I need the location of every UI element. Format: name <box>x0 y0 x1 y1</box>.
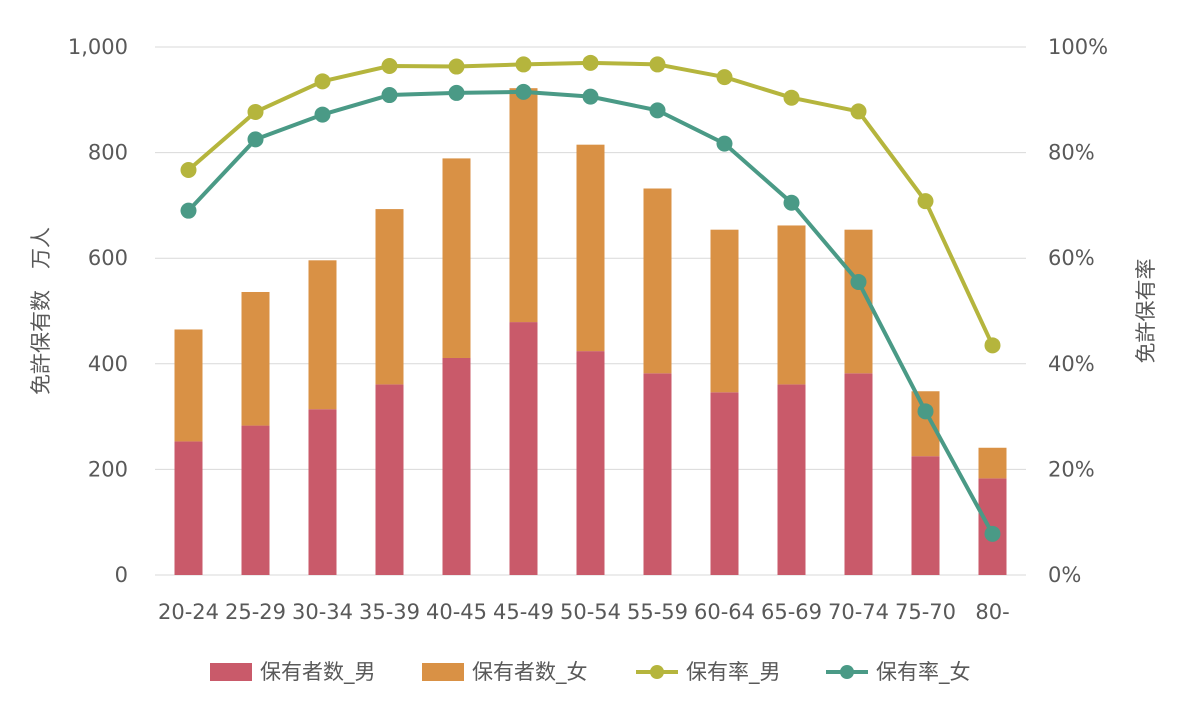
x-tick-label: 70-74 <box>828 600 889 624</box>
line-point <box>582 88 599 105</box>
bar-segment <box>911 391 940 457</box>
line-point <box>917 403 934 420</box>
y2-axis-title: 免許保有率 <box>1134 259 1158 364</box>
x-tick-label: 25-29 <box>225 600 286 624</box>
y2-tick-label: 0% <box>1048 563 1081 587</box>
bar-segment <box>174 441 203 575</box>
x-tick-label: 20-24 <box>158 600 219 624</box>
bar-segment <box>911 456 940 575</box>
legend: 保有者数_男 保有者数_女 保有率_男 保有率_女 <box>210 660 971 685</box>
line-point <box>917 193 934 210</box>
bar-segment <box>643 373 672 575</box>
line-point <box>984 525 1001 542</box>
y2-tick-label: 100% <box>1048 35 1108 59</box>
y2-tick-label: 20% <box>1048 457 1095 481</box>
bar-segment <box>576 144 605 352</box>
x-tick-label: 60-64 <box>694 600 755 624</box>
legend-label: 保有者数_男 <box>260 660 376 685</box>
line-point <box>247 131 264 148</box>
y2-tick-label: 40% <box>1048 352 1095 376</box>
bar-segment <box>509 88 538 323</box>
legend-marker <box>840 665 854 679</box>
line-point <box>180 162 197 179</box>
y2-tick-label: 80% <box>1048 141 1095 165</box>
line-point <box>448 58 465 75</box>
bar-segment <box>308 409 337 575</box>
y-axis-title: 免許保有数 万人 <box>29 227 53 395</box>
bar-segment <box>777 384 806 575</box>
line-point <box>716 69 733 86</box>
x-tick-label: 30-34 <box>292 600 353 624</box>
x-tick-label: 45-49 <box>493 600 554 624</box>
legend-label: 保有者数_女 <box>472 660 588 685</box>
bars <box>174 88 1007 575</box>
line-point <box>984 337 1001 354</box>
legend-label: 保有率_男 <box>686 660 781 685</box>
line-point <box>448 84 465 101</box>
x-tick-label: 40-45 <box>426 600 487 624</box>
line-point <box>850 273 867 290</box>
line-point <box>381 58 398 75</box>
legend-swatch <box>422 663 464 681</box>
legend-swatch <box>210 663 252 681</box>
x-tick-label: 50-54 <box>560 600 621 624</box>
bar-segment <box>643 188 672 374</box>
bar-segment <box>375 209 404 385</box>
y-tick-label: 1,000 <box>68 35 128 59</box>
bar-segment <box>576 351 605 575</box>
x-tick-label: 80- <box>975 600 1009 624</box>
line-point <box>515 83 532 100</box>
bar-segment <box>174 329 203 442</box>
line-point <box>314 106 331 123</box>
y-tick-label: 0 <box>115 563 128 587</box>
x-tick-label: 65-69 <box>761 600 822 624</box>
y-tick-label: 400 <box>88 352 128 376</box>
line-point <box>180 202 197 219</box>
bar-segment <box>844 373 873 575</box>
bar-segment <box>308 260 337 410</box>
bar-segment <box>442 158 471 358</box>
line-point <box>381 87 398 104</box>
axes: 0 200 400 600 800 1,000 0% 20% 40% 60% 80% 100% 20-2… <box>68 35 1108 624</box>
bar-segment <box>978 447 1007 479</box>
line-point <box>649 56 666 73</box>
line-point <box>314 73 331 90</box>
y-tick-label: 600 <box>88 246 128 270</box>
legend-marker <box>650 665 664 679</box>
line-point <box>515 56 532 73</box>
line-point <box>783 194 800 211</box>
line-point <box>649 102 666 119</box>
bar-segment <box>241 425 270 575</box>
x-tick-label: 55-59 <box>627 600 688 624</box>
y-tick-label: 200 <box>88 457 128 481</box>
y2-tick-label: 60% <box>1048 246 1095 270</box>
line-point <box>247 103 264 120</box>
bar-segment <box>442 357 471 575</box>
line-point <box>582 54 599 71</box>
bar-segment <box>375 384 404 575</box>
bar-segment <box>777 225 806 385</box>
line-point <box>850 103 867 120</box>
lines <box>180 54 1001 542</box>
y-tick-label: 800 <box>88 141 128 165</box>
x-tick-label: 35-39 <box>359 600 420 624</box>
x-tick-label: 75-70 <box>895 600 956 624</box>
bar-segment <box>710 229 739 393</box>
bar-segment <box>509 322 538 575</box>
bar-segment <box>710 392 739 575</box>
bar-segment <box>241 291 270 426</box>
line-point <box>783 89 800 106</box>
legend-label: 保有率_女 <box>876 660 971 685</box>
line-point <box>716 135 733 152</box>
